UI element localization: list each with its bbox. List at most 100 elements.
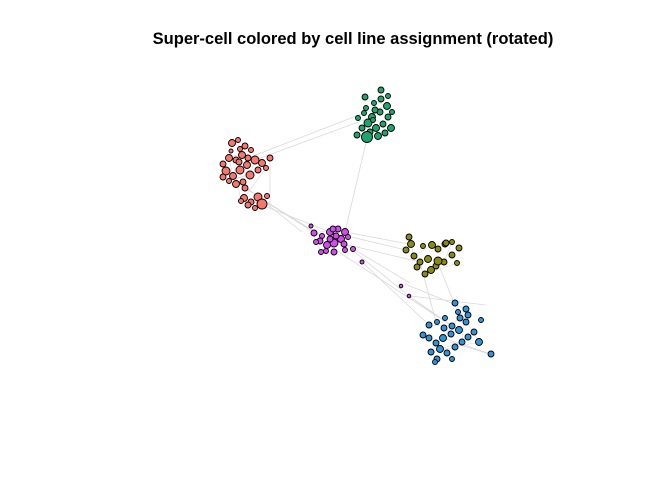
graph-node-green (372, 124, 380, 132)
graph-node-blue (449, 356, 455, 362)
graph-edge (337, 239, 411, 284)
graph-node-blue (464, 333, 472, 341)
graph-node-magenta (313, 239, 319, 245)
graph-node-olive (428, 241, 436, 249)
graph-edge (409, 295, 487, 306)
graph-edge (247, 112, 365, 159)
graph-node-magenta (308, 223, 314, 229)
graph-node-magenta (326, 235, 334, 243)
graph-node-blue (443, 349, 451, 357)
graph-node-blue (425, 334, 433, 342)
graph-node-blue (442, 315, 448, 321)
graph-node-blue (427, 348, 435, 356)
graph-node-magenta (341, 228, 349, 236)
graph-node-olive (454, 260, 460, 266)
graph-node-blue (432, 339, 440, 347)
graph-node-red (229, 172, 237, 180)
graph-node-green (389, 109, 395, 115)
graph-node-magenta (332, 232, 340, 240)
graph-edge (343, 243, 421, 263)
graph-node-red (254, 166, 262, 174)
graph-node-magenta (406, 293, 412, 299)
graph-node-olive (407, 240, 415, 248)
graph-node-red (235, 137, 241, 143)
graph-node-olive (416, 258, 424, 266)
graph-edge (361, 261, 430, 326)
graph-node-red (245, 170, 255, 180)
graph-node-olive (427, 266, 435, 274)
graph-edge (449, 341, 494, 356)
graph-node-green (371, 106, 379, 114)
graph-node-olive (424, 255, 432, 263)
graph-node-red (239, 178, 247, 186)
graph-node-red (252, 205, 258, 211)
graph-node-blue (470, 328, 478, 336)
graph-edge (428, 324, 453, 327)
graph-node-green (358, 124, 366, 132)
graph-edge (442, 337, 492, 355)
graph-edge (254, 116, 373, 161)
graph-node-magenta (330, 248, 338, 256)
graph-node-red (237, 146, 243, 152)
graph-node-red (266, 154, 274, 162)
graph-node-blue (448, 322, 456, 330)
graph-node-blue (475, 338, 483, 346)
graph-node-red (256, 198, 268, 210)
graph-node-magenta (345, 234, 351, 240)
graph-node-olive (405, 233, 413, 241)
graph-node-green (387, 124, 395, 132)
graph-node-blue (432, 359, 438, 365)
graph-node-green (384, 113, 392, 121)
graph-node-red (228, 148, 234, 154)
graph-node-green (383, 102, 391, 110)
graph-node-blue (425, 321, 433, 329)
graph-node-blue (440, 324, 448, 332)
graph-node-green (377, 95, 385, 103)
graph-node-olive (421, 270, 429, 278)
graph-edge (344, 231, 410, 245)
graph-node-red (232, 180, 240, 188)
graph-node-blue (451, 299, 459, 307)
graph-node-magenta (323, 241, 331, 249)
graph-node-magenta (310, 229, 318, 237)
graph-node-olive (433, 256, 443, 266)
graph-node-blue (436, 345, 444, 353)
graph-node-blue (439, 334, 447, 342)
graph-node-red (258, 159, 266, 167)
graph-node-olive (449, 239, 455, 245)
graph-node-blue (455, 326, 463, 334)
graph-node-blue (451, 343, 459, 351)
graph-node-olive (413, 263, 421, 271)
graph-node-blue (487, 350, 495, 358)
graph-node-red (221, 166, 231, 176)
graph-edge (443, 241, 453, 263)
graph-node-magenta (350, 246, 356, 252)
graph-node-green (355, 115, 361, 121)
graph-node-green (371, 100, 377, 106)
graph-node-red (244, 201, 252, 209)
graph-node-blue (434, 319, 440, 325)
graph-node-green (363, 118, 373, 128)
graph-node-red (244, 154, 252, 162)
plot-title: Super-cell colored by cell line assignme… (152, 30, 554, 48)
graph-node-red (241, 184, 249, 192)
graph-node-red (243, 161, 251, 169)
graph-node-green (361, 93, 369, 101)
graph-node-green (353, 131, 361, 139)
graph-node-magenta (340, 240, 348, 248)
graph-node-red (263, 165, 269, 171)
graph-node-red (238, 151, 246, 159)
graph-node-green (361, 131, 373, 143)
graph-node-green (374, 132, 382, 140)
graph-node-blue (419, 331, 427, 339)
graph-node-blue (458, 338, 466, 346)
graph-node-green (361, 110, 367, 116)
graph-node-red (225, 154, 233, 162)
graph-node-green (370, 117, 376, 123)
graph-node-green (385, 93, 391, 99)
graph-edges (228, 96, 494, 356)
graph-node-red (264, 193, 270, 199)
graph-node-red (219, 160, 227, 168)
graph-node-green (363, 105, 369, 111)
